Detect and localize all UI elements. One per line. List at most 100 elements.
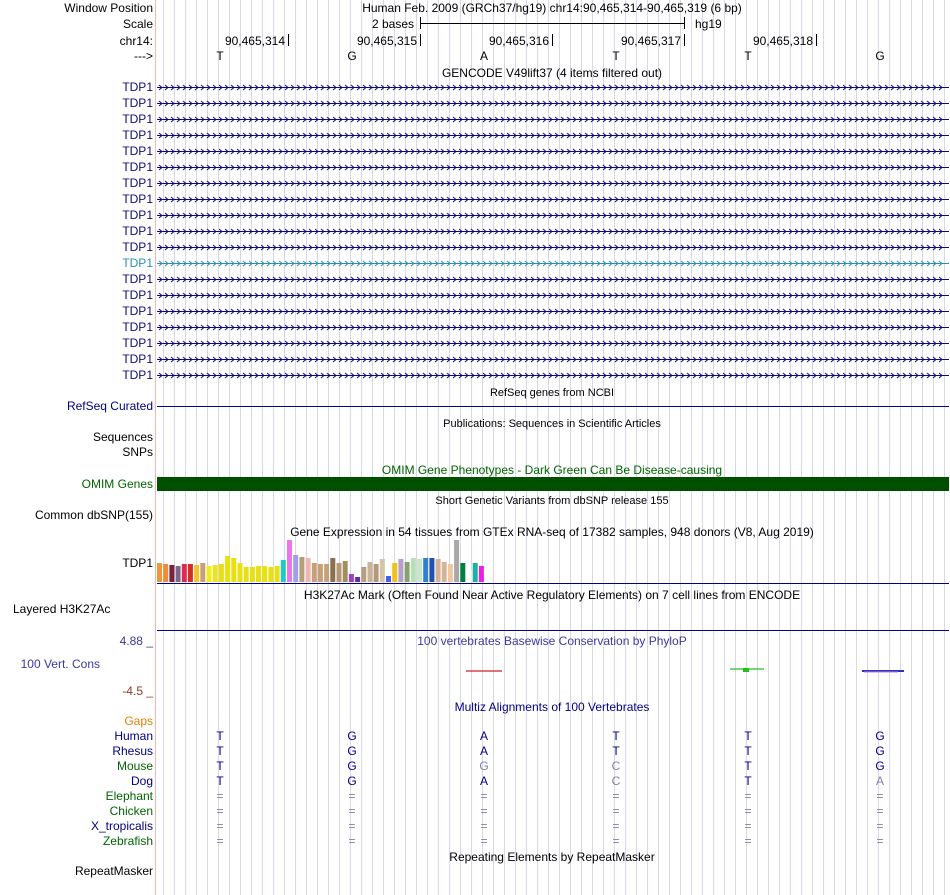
gencode-transcript[interactable] bbox=[157, 196, 949, 203]
gencode-transcript[interactable] bbox=[157, 340, 949, 347]
gencode-transcript-label[interactable]: TDP1 bbox=[122, 336, 153, 350]
gtex-tissue-bar[interactable] bbox=[423, 558, 429, 582]
gencode-transcript[interactable] bbox=[157, 356, 949, 363]
gtex-tissue-bar[interactable] bbox=[311, 563, 317, 582]
gencode-transcript-label[interactable]: TDP1 bbox=[122, 80, 153, 94]
gtex-tissue-bar[interactable] bbox=[256, 566, 261, 582]
gencode-transcript[interactable] bbox=[157, 244, 949, 251]
gencode-transcript-label[interactable]: TDP1 bbox=[122, 176, 153, 190]
gencode-transcript[interactable] bbox=[157, 276, 949, 283]
omim-feature-bar[interactable] bbox=[157, 477, 949, 491]
gencode-transcript[interactable] bbox=[157, 260, 949, 267]
publications-snps-label[interactable]: SNPs bbox=[122, 445, 153, 459]
gtex-tissue-bar[interactable] bbox=[218, 564, 224, 582]
gencode-transcript-label[interactable]: TDP1 bbox=[122, 128, 153, 142]
publications-sequences-label[interactable]: Sequences bbox=[92, 430, 153, 444]
gtex-tissue-bar[interactable] bbox=[274, 566, 280, 582]
gtex-tissue-bar[interactable] bbox=[317, 564, 323, 582]
gtex-tissue-bar[interactable] bbox=[379, 559, 385, 582]
gencode-transcript[interactable] bbox=[157, 148, 949, 155]
gtex-tissue-bar[interactable] bbox=[206, 566, 212, 582]
gencode-transcript-label[interactable]: TDP1 bbox=[122, 208, 153, 222]
gtex-tissue-bar[interactable] bbox=[404, 562, 410, 582]
gencode-transcript-label[interactable]: TDP1 bbox=[122, 144, 153, 158]
gtex-tissue-bar[interactable] bbox=[212, 565, 218, 582]
dbsnp-track-label[interactable]: Common dbSNP(155) bbox=[34, 508, 153, 522]
gtex-tissue-bar[interactable] bbox=[355, 577, 361, 582]
gencode-transcript[interactable] bbox=[157, 292, 949, 299]
gencode-transcript[interactable] bbox=[157, 372, 949, 379]
gtex-tissue-bar[interactable] bbox=[472, 563, 478, 582]
gencode-transcript[interactable] bbox=[157, 180, 949, 187]
multiz-gaps-label[interactable]: Gaps bbox=[124, 714, 153, 728]
species-label[interactable]: Elephant bbox=[105, 789, 153, 803]
gencode-transcript-label[interactable]: TDP1 bbox=[122, 272, 153, 286]
gtex-tissue-bar[interactable] bbox=[373, 564, 379, 582]
gencode-transcript-label[interactable]: TDP1 bbox=[122, 112, 153, 126]
phylop-track-label[interactable]: 100 Vert. Cons bbox=[20, 657, 100, 671]
gtex-tissue-bar[interactable] bbox=[478, 566, 484, 582]
gencode-transcript-label[interactable]: TDP1 bbox=[122, 240, 153, 254]
gtex-tissue-bar[interactable] bbox=[299, 557, 305, 582]
gencode-transcript-label[interactable]: TDP1 bbox=[122, 192, 153, 206]
gtex-tissue-bar[interactable] bbox=[367, 562, 373, 582]
gtex-tissue-bar[interactable] bbox=[157, 563, 162, 582]
gtex-tissue-bar[interactable] bbox=[466, 570, 472, 582]
gencode-transcript-label[interactable]: TDP1 bbox=[122, 160, 153, 174]
gtex-tissue-bar[interactable] bbox=[410, 558, 416, 582]
gtex-tissue-bar[interactable] bbox=[348, 574, 354, 582]
gtex-tissue-bar[interactable] bbox=[187, 564, 193, 582]
gencode-transcript[interactable] bbox=[157, 116, 949, 123]
gencode-transcript-label[interactable]: TDP1 bbox=[122, 352, 153, 366]
species-label[interactable]: Chicken bbox=[109, 804, 153, 818]
gtex-tissue-bar[interactable] bbox=[194, 565, 200, 582]
gtex-tissue-bar[interactable] bbox=[169, 565, 175, 582]
gtex-tissue-bar[interactable] bbox=[441, 562, 447, 582]
gtex-tissue-bar[interactable] bbox=[305, 558, 311, 582]
gencode-transcript[interactable] bbox=[157, 164, 949, 171]
gtex-tissue-bar[interactable] bbox=[163, 564, 169, 582]
repeatmasker-track-label[interactable]: RepeatMasker bbox=[74, 864, 153, 878]
species-label[interactable]: Human bbox=[114, 729, 153, 743]
species-label[interactable]: Dog bbox=[130, 774, 153, 788]
gtex-tissue-bar[interactable] bbox=[392, 563, 398, 582]
gencode-transcript-label[interactable]: TDP1 bbox=[122, 320, 153, 334]
gtex-tissue-bar[interactable] bbox=[330, 558, 336, 582]
gtex-tissue-bar[interactable] bbox=[435, 559, 441, 582]
species-label[interactable]: Mouse bbox=[116, 759, 153, 773]
gencode-transcript-label[interactable]: TDP1 bbox=[122, 288, 153, 302]
gtex-tissue-bar[interactable] bbox=[460, 563, 466, 582]
gtex-tissue-bar[interactable] bbox=[262, 566, 268, 582]
omim-track-label[interactable]: OMIM Genes bbox=[81, 477, 153, 491]
gtex-gene-label[interactable]: TDP1 bbox=[122, 556, 153, 570]
gtex-tissue-bar[interactable] bbox=[287, 540, 292, 582]
gtex-tissue-bar[interactable] bbox=[249, 567, 255, 582]
refseq-track-label[interactable]: RefSeq Curated bbox=[66, 399, 153, 413]
gtex-tissue-bar[interactable] bbox=[386, 576, 391, 582]
gtex-tissue-bar[interactable] bbox=[268, 567, 274, 582]
gtex-tissue-bar[interactable] bbox=[417, 559, 422, 582]
gtex-tissue-bar[interactable] bbox=[225, 556, 231, 582]
gencode-transcript[interactable] bbox=[157, 228, 949, 235]
gtex-tissue-bar[interactable] bbox=[342, 561, 348, 582]
gencode-transcript-label[interactable]: TDP1 bbox=[122, 96, 153, 110]
species-label[interactable]: Rhesus bbox=[112, 744, 153, 758]
gtex-tissue-bar[interactable] bbox=[280, 560, 286, 582]
gtex-tissue-bar[interactable] bbox=[243, 567, 249, 582]
gtex-tissue-bar[interactable] bbox=[454, 540, 460, 582]
gtex-tissue-bar[interactable] bbox=[361, 567, 367, 582]
gtex-tissue-bar[interactable] bbox=[398, 559, 404, 582]
gencode-transcript-label[interactable]: TDP1 bbox=[122, 304, 153, 318]
gtex-tissue-bar[interactable] bbox=[175, 566, 181, 582]
gtex-tissue-bar[interactable] bbox=[447, 564, 453, 582]
gencode-transcript[interactable] bbox=[157, 100, 949, 107]
gtex-tissue-bar[interactable] bbox=[200, 563, 206, 582]
gtex-tissue-bar[interactable] bbox=[293, 555, 299, 582]
gtex-tissue-bar[interactable] bbox=[324, 564, 330, 582]
species-label[interactable]: Zebrafish bbox=[102, 834, 153, 848]
gencode-transcript-label[interactable]: TDP1 bbox=[122, 256, 153, 270]
gtex-tissue-bar[interactable] bbox=[429, 558, 435, 582]
